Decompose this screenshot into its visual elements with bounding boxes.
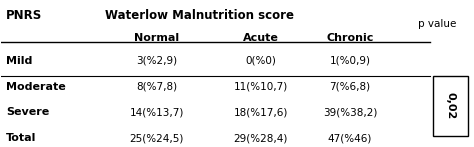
Text: 47(%46): 47(%46) (328, 133, 372, 143)
Text: Normal: Normal (134, 33, 180, 43)
Text: 29(%28,4): 29(%28,4) (233, 133, 288, 143)
Bar (433, 76, 468, 136)
Text: Acute: Acute (243, 33, 279, 43)
Text: Total: Total (6, 133, 36, 143)
Text: 14(%13,7): 14(%13,7) (130, 107, 184, 117)
Text: 0,02: 0,02 (446, 92, 456, 120)
Text: 25(%24,5): 25(%24,5) (130, 133, 184, 143)
Text: Waterlow Malnutrition score: Waterlow Malnutrition score (105, 9, 294, 22)
Text: Mild: Mild (6, 56, 33, 66)
Text: p value: p value (418, 19, 456, 29)
Text: 39(%38,2): 39(%38,2) (323, 107, 377, 117)
Text: 1(%0,9): 1(%0,9) (329, 56, 371, 66)
Text: Moderate: Moderate (6, 82, 66, 92)
Text: 18(%17,6): 18(%17,6) (233, 107, 288, 117)
Text: 7(%6,8): 7(%6,8) (329, 82, 371, 92)
Text: Severe: Severe (6, 107, 49, 117)
Text: 11(%10,7): 11(%10,7) (233, 82, 288, 92)
Text: Chronic: Chronic (327, 33, 374, 43)
Text: 8(%7,8): 8(%7,8) (137, 82, 177, 92)
Text: 3(%2,9): 3(%2,9) (137, 56, 177, 66)
Text: 0(%0): 0(%0) (245, 56, 276, 66)
Text: PNRS: PNRS (6, 9, 42, 22)
